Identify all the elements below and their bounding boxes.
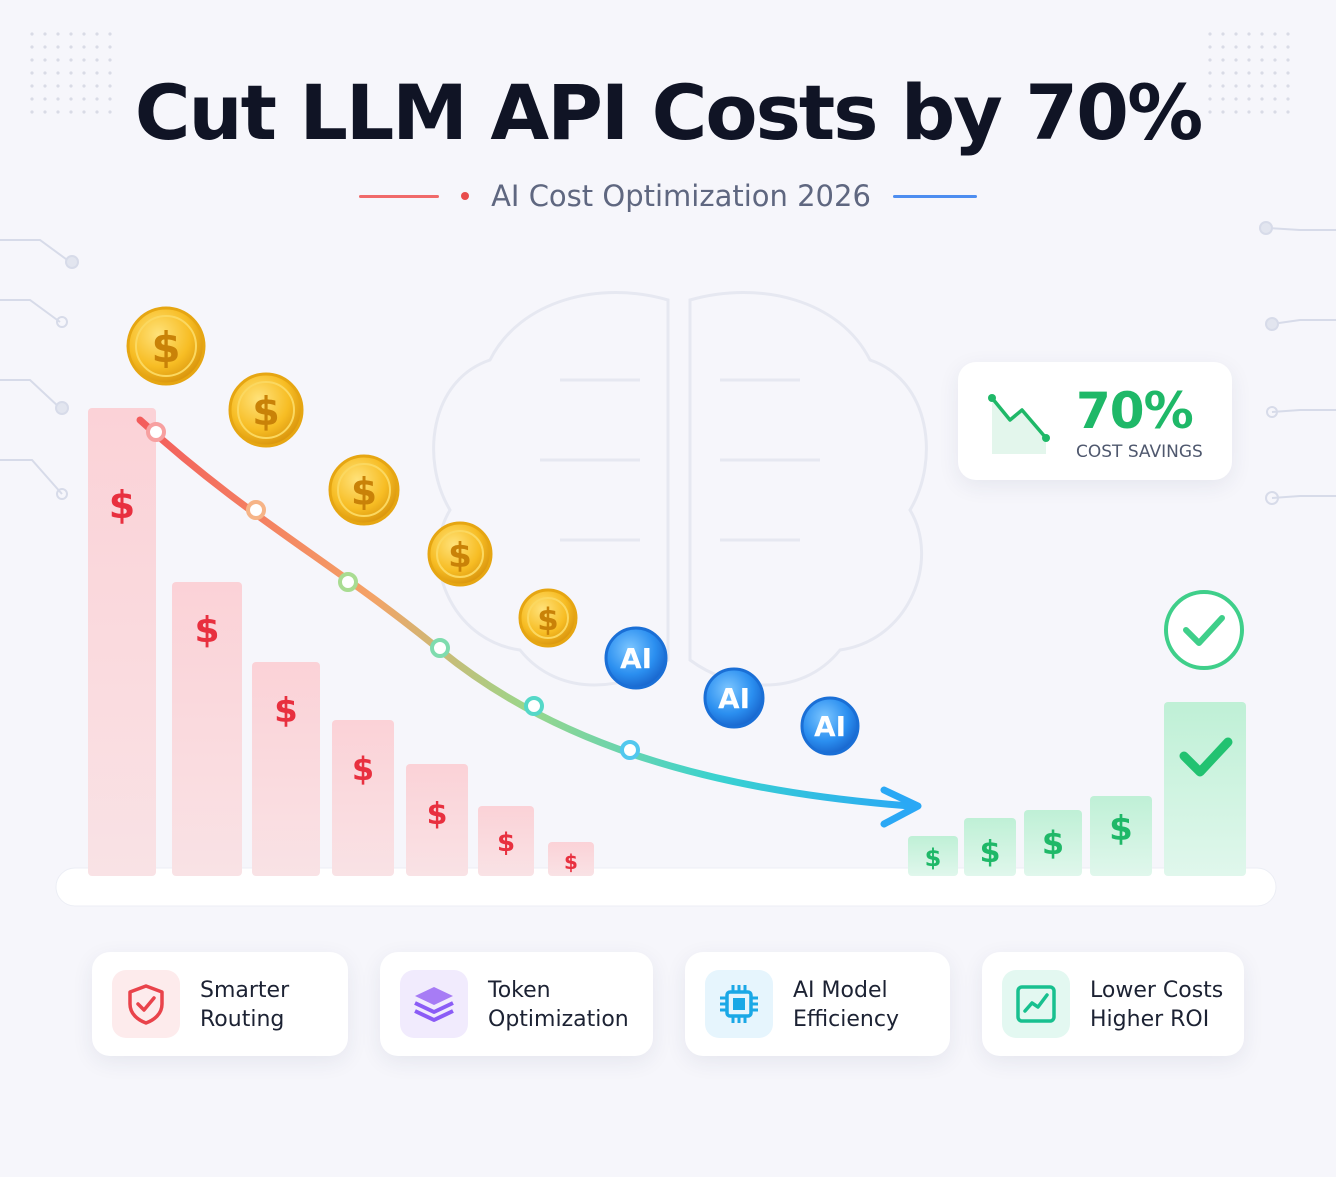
success-check-badge <box>1164 590 1244 670</box>
circuit-lines-decor <box>0 221 1336 505</box>
bar-dollar-label: $ <box>925 844 942 872</box>
bar-dollar-label: $ <box>497 828 515 858</box>
bar-dollar-label: $ <box>109 483 135 527</box>
dot-grid-decor <box>30 32 112 114</box>
cost-trend-curve <box>136 416 914 810</box>
curve-node <box>246 500 266 520</box>
bar-dollar-label: $ <box>194 610 219 651</box>
chart-base-platform <box>55 867 1277 907</box>
brain-decor <box>432 291 928 687</box>
savings-value: 70% <box>1076 382 1194 440</box>
feature-label: Smarter Routing <box>200 978 290 1032</box>
high-cost-bar: $ <box>172 582 242 876</box>
curve-node <box>430 638 450 658</box>
feature-card-tokens: Token Optimization <box>380 952 653 1056</box>
coin-dollar-label: $ <box>537 602 558 638</box>
ai-coin-icon: AI <box>604 626 668 690</box>
bar-dollar-label: $ <box>427 797 448 832</box>
bar-dollar-label: $ <box>352 750 374 788</box>
high-cost-bar: $ <box>332 720 394 876</box>
chip-icon <box>705 970 773 1038</box>
layers-icon <box>400 970 468 1038</box>
trend-down-icon <box>988 394 1050 454</box>
high-cost-bar: $ <box>548 842 594 876</box>
shield-check-icon <box>112 970 180 1038</box>
high-cost-bar: $ <box>252 662 320 876</box>
ai-coin-label: AI <box>620 642 652 675</box>
feature-label: AI Model Efficiency <box>793 978 899 1032</box>
feature-label: Lower Costs Higher ROI <box>1090 978 1224 1032</box>
high-cost-bar: $ <box>478 806 534 876</box>
dot-grid-decor <box>1208 32 1290 114</box>
ai-coin-icon: AI <box>703 667 765 729</box>
curve-node <box>146 422 166 442</box>
low-cost-bar: $ <box>908 836 958 876</box>
savings-label: COST SAVINGS <box>1076 442 1203 462</box>
bar-dollar-label: $ <box>564 850 578 874</box>
gold-coin-icon: $ <box>328 454 400 526</box>
check-mark-icon <box>1179 737 1233 777</box>
gold-coin-icon: $ <box>427 521 493 587</box>
bar-dollar-label: $ <box>274 691 298 731</box>
page-subtitle: AI Cost Optimization 2026 <box>491 179 871 213</box>
feature-card-routing: Smarter Routing <box>92 952 348 1056</box>
divider-line-red <box>359 194 440 198</box>
low-cost-bar: $ <box>1024 810 1082 876</box>
savings-card: 70% COST SAVINGS <box>958 362 1232 480</box>
trend-arrowhead <box>880 786 922 828</box>
divider-line-blue <box>892 194 977 198</box>
coin-dollar-label: $ <box>351 469 377 513</box>
curve-node <box>338 572 358 592</box>
subtitle-row: AI Cost Optimization 2026 <box>0 176 1336 216</box>
ai-coin-label: AI <box>814 710 846 743</box>
high-cost-bar: $ <box>406 764 468 876</box>
coin-dollar-label: $ <box>151 323 180 372</box>
feature-card-roi: Lower Costs Higher ROI <box>982 952 1244 1056</box>
coin-dollar-label: $ <box>448 536 472 576</box>
low-cost-bar <box>1164 702 1246 876</box>
ai-coin-icon: AI <box>800 696 860 756</box>
divider-dot <box>461 192 470 200</box>
bar-dollar-label: $ <box>1042 824 1064 862</box>
curve-node <box>620 740 640 760</box>
curve-node <box>524 696 544 716</box>
low-cost-bar: $ <box>1090 796 1152 876</box>
feature-label: Token Optimization <box>488 978 629 1032</box>
ai-coin-label: AI <box>718 682 750 715</box>
bar-dollar-label: $ <box>980 835 1001 870</box>
feature-card-efficiency: AI Model Efficiency <box>685 952 950 1056</box>
page-title: Cut LLM API Costs by 70% <box>134 68 1203 157</box>
gold-coin-icon: $ <box>518 588 578 648</box>
low-cost-bar: $ <box>964 818 1016 876</box>
coin-dollar-label: $ <box>252 389 280 435</box>
high-cost-bar: $ <box>88 408 156 876</box>
growth-chart-icon <box>1002 970 1070 1038</box>
bar-dollar-label: $ <box>1109 809 1133 849</box>
gold-coin-icon: $ <box>126 306 206 386</box>
gold-coin-icon: $ <box>228 372 304 448</box>
